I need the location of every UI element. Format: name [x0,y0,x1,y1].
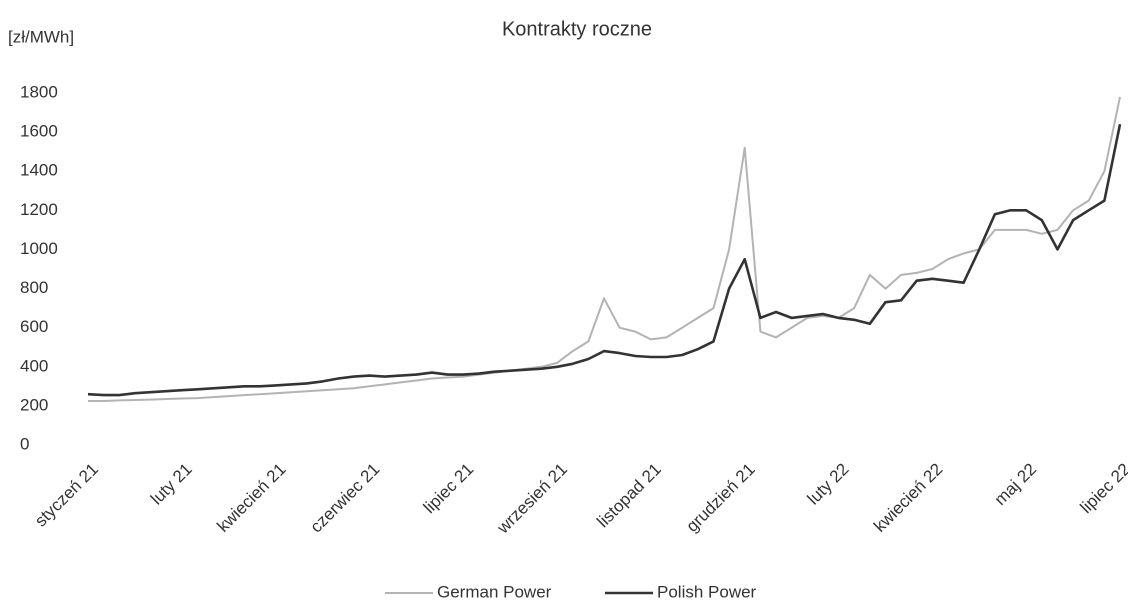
y-tick-label: 200 [20,395,48,414]
x-tick-label: maj 22 [991,460,1041,510]
legend-label: German Power [437,582,552,601]
y-tick-label: 0 [20,434,29,453]
series-line [88,96,1121,402]
y-tick-label: 1000 [20,239,58,258]
y-tick-label: 1600 [20,122,58,141]
x-tick-label: lipiec 22 [1076,460,1128,518]
y-tick-label: 800 [20,278,48,297]
x-tick-label: wrzesień 21 [493,460,571,538]
y-tick-label: 400 [20,356,48,375]
legend-label: Polish Power [657,582,757,601]
x-tick-label: grudzień 21 [682,460,758,536]
x-tick-label: lipiec 21 [420,460,478,518]
x-tick-label: listopad 21 [593,460,665,532]
x-tick-label: kwiecień 22 [870,460,946,536]
chart-title: Kontrakty roczne [502,18,652,40]
y-tick-label: 1400 [20,161,58,180]
y-tick-label: 600 [20,317,48,336]
y-tick-label: 1800 [20,82,58,101]
x-tick-label: czerwiec 21 [307,460,384,537]
y-axis-label: [zł/MWh] [8,27,74,46]
x-tick-label: luty 21 [147,460,196,509]
series-line [87,124,1122,397]
y-tick-label: 1200 [20,200,58,219]
x-tick-label: styczeń 21 [31,460,102,531]
x-tick-label: kwiecień 21 [213,460,289,536]
x-tick-label: luty 22 [804,460,853,509]
